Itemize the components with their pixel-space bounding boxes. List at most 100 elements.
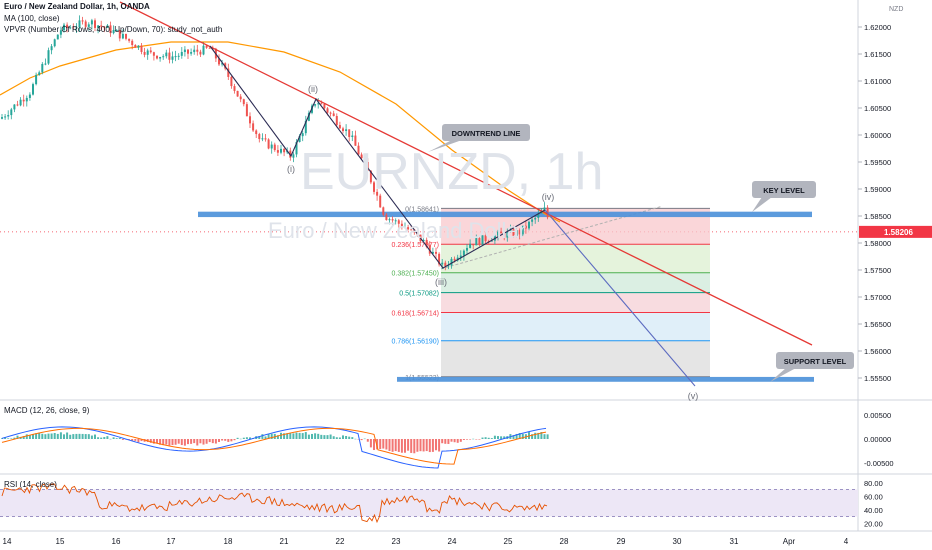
macd-bar bbox=[478, 439, 481, 440]
candle-body bbox=[534, 217, 537, 220]
candle-body bbox=[537, 213, 540, 218]
candle-body bbox=[391, 219, 394, 221]
candle-body bbox=[441, 262, 444, 265]
candle-body bbox=[357, 145, 360, 155]
macd-bar bbox=[149, 439, 152, 443]
candle-body bbox=[78, 20, 81, 28]
wave-label-2: (ii) bbox=[308, 84, 318, 94]
macd-bar bbox=[270, 433, 273, 439]
macd-bar bbox=[22, 436, 25, 439]
candle-body bbox=[103, 26, 106, 28]
macd-bar bbox=[211, 439, 214, 444]
macd-bar bbox=[214, 439, 217, 444]
macd-bar bbox=[63, 434, 65, 439]
macd-bar bbox=[475, 439, 478, 440]
wave-label-4: (iv) bbox=[542, 192, 555, 202]
candle-body bbox=[22, 99, 25, 102]
candle-body bbox=[239, 96, 242, 100]
candle-body bbox=[264, 138, 267, 140]
macd-bar bbox=[174, 439, 177, 445]
macd-title[interactable]: MACD (12, 26, close, 9) bbox=[4, 406, 90, 415]
time-tick-label: 28 bbox=[560, 537, 569, 546]
macd-bar bbox=[422, 439, 425, 452]
macd-bar bbox=[292, 433, 295, 439]
symbol-title[interactable]: Euro / New Zealand Dollar, 1h, OANDA bbox=[4, 2, 150, 11]
macd-bar bbox=[289, 432, 292, 439]
macd-bar bbox=[1, 438, 3, 439]
last-price-label: 1.58206 bbox=[884, 228, 913, 237]
price-tick-label: 1.57000 bbox=[864, 293, 891, 302]
macd-bar bbox=[497, 436, 499, 439]
candle-body bbox=[221, 63, 224, 65]
candle-body bbox=[1, 117, 3, 119]
candle-body bbox=[230, 76, 233, 87]
vpvr-indicator-title[interactable]: VPVR (Number Of Rows, 400, Up/Down, 70):… bbox=[4, 25, 223, 34]
candle-body bbox=[19, 99, 22, 106]
candle-body bbox=[267, 139, 270, 149]
candle-body bbox=[159, 56, 162, 59]
downtrend-callout[interactable]: DOWNTREND LINE bbox=[428, 124, 530, 152]
ma-100-line bbox=[0, 41, 561, 223]
macd-bar bbox=[190, 439, 193, 444]
macd-bar bbox=[413, 439, 416, 454]
candle-body bbox=[323, 104, 326, 109]
candle-body bbox=[196, 49, 199, 52]
support-level-callout-text: SUPPORT LEVEL bbox=[784, 357, 847, 366]
macd-bar bbox=[196, 439, 199, 446]
macd-bar bbox=[59, 432, 62, 439]
macd-bar bbox=[472, 438, 475, 440]
macd-bar bbox=[69, 434, 72, 439]
macd-bar bbox=[314, 433, 317, 439]
candle-body bbox=[363, 158, 366, 162]
macd-bar bbox=[441, 439, 444, 444]
price-tick-label: 1.61500 bbox=[864, 50, 891, 59]
candle-body bbox=[444, 262, 447, 266]
support-level-callout[interactable]: SUPPORT LEVEL bbox=[770, 352, 854, 382]
time-tick-label: 25 bbox=[504, 537, 513, 546]
candle-body bbox=[13, 104, 16, 110]
candle-body bbox=[388, 219, 391, 221]
candle-body bbox=[425, 239, 428, 246]
candle-body bbox=[283, 148, 286, 153]
key-level-zone bbox=[198, 211, 812, 218]
macd-bar bbox=[115, 438, 118, 439]
macd-bar bbox=[487, 437, 490, 439]
fib-level-label: 0.382(1.57450) bbox=[392, 271, 439, 278]
macd-bar bbox=[227, 439, 230, 442]
macd-bar bbox=[376, 439, 379, 450]
price-tick-label: 1.58000 bbox=[864, 239, 891, 248]
time-tick-label: 29 bbox=[617, 537, 626, 546]
candle-body bbox=[106, 25, 109, 28]
macd-bar bbox=[239, 438, 242, 440]
macd-bar bbox=[295, 432, 298, 439]
macd-bar bbox=[28, 435, 31, 439]
rsi-title[interactable]: RSI (14, close) bbox=[4, 480, 57, 489]
candle-body bbox=[301, 133, 304, 137]
macd-bar bbox=[168, 439, 171, 446]
candle-body bbox=[81, 20, 84, 22]
time-tick-label: Apr bbox=[783, 537, 796, 546]
macd-bar bbox=[202, 439, 205, 445]
candle-body bbox=[208, 47, 211, 49]
macd-bar bbox=[366, 439, 369, 442]
candle-body bbox=[218, 58, 220, 65]
macd-bar bbox=[444, 439, 447, 444]
candle-body bbox=[193, 49, 196, 53]
macd-bar bbox=[484, 437, 487, 439]
candle-body bbox=[7, 115, 10, 117]
candle-body bbox=[97, 25, 100, 28]
key-level-callout[interactable]: KEY LEVEL bbox=[752, 181, 816, 212]
candle-body bbox=[506, 231, 509, 238]
macd-bar bbox=[534, 432, 537, 439]
candle-body bbox=[292, 154, 295, 158]
macd-bar bbox=[224, 439, 227, 441]
ma-indicator-title[interactable]: MA (100, close) bbox=[4, 14, 60, 23]
last-price-badge bbox=[859, 225, 932, 238]
rsi-tick-label: 60.00 bbox=[864, 492, 883, 501]
macd-bar bbox=[94, 434, 96, 439]
time-tick-label: 17 bbox=[167, 537, 176, 546]
macd-bar bbox=[53, 433, 56, 439]
macd-bar bbox=[118, 438, 121, 439]
fib-level-label: 0.618(1.56714) bbox=[392, 310, 439, 317]
